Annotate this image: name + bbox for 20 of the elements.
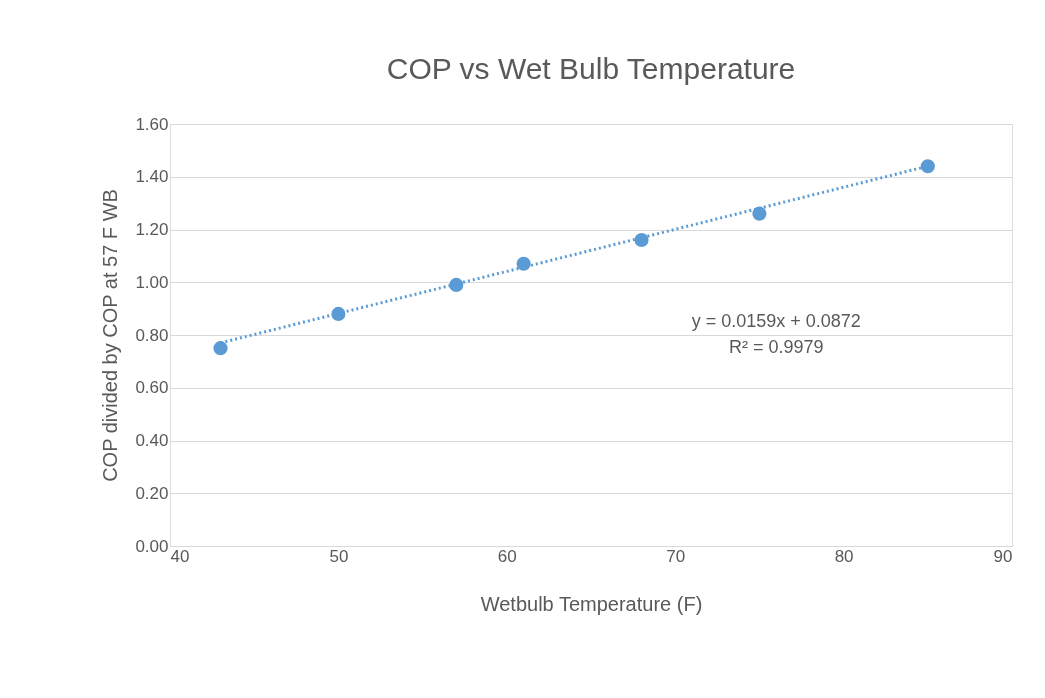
y-tick-label: 1.00	[135, 272, 169, 292]
y-tick-label: 1.20	[135, 220, 169, 239]
x-tick-label: 90	[993, 546, 1013, 566]
x-tick-label: 60	[497, 546, 517, 566]
y-axis-title: COP divided by COP at 57 F WB	[99, 189, 122, 482]
x-tick-label: 70	[666, 546, 686, 566]
y-tick-label: 1.60	[135, 114, 169, 134]
y-tick-label: 0.60	[135, 378, 169, 398]
annotation: y = 0.0159x + 0.0872	[691, 311, 861, 332]
y-tick-label: 0.80	[135, 325, 169, 345]
y-tick-label: 1.40	[135, 167, 169, 187]
x-tick-label: 40	[170, 546, 190, 566]
chart-title: COP vs Wet Bulb Temperature	[386, 52, 796, 85]
y-tick-label: 0.20	[135, 483, 169, 503]
y-tick-label: 0.40	[135, 431, 169, 450]
x-tick-label: 80	[834, 546, 854, 566]
x-tick-label: 50	[329, 546, 349, 566]
annotation: R² = 0.9979	[728, 336, 824, 357]
x-axis-title: Wetbulb Temperature (F)	[480, 592, 703, 615]
y-tick-label: 0.00	[135, 536, 169, 556]
